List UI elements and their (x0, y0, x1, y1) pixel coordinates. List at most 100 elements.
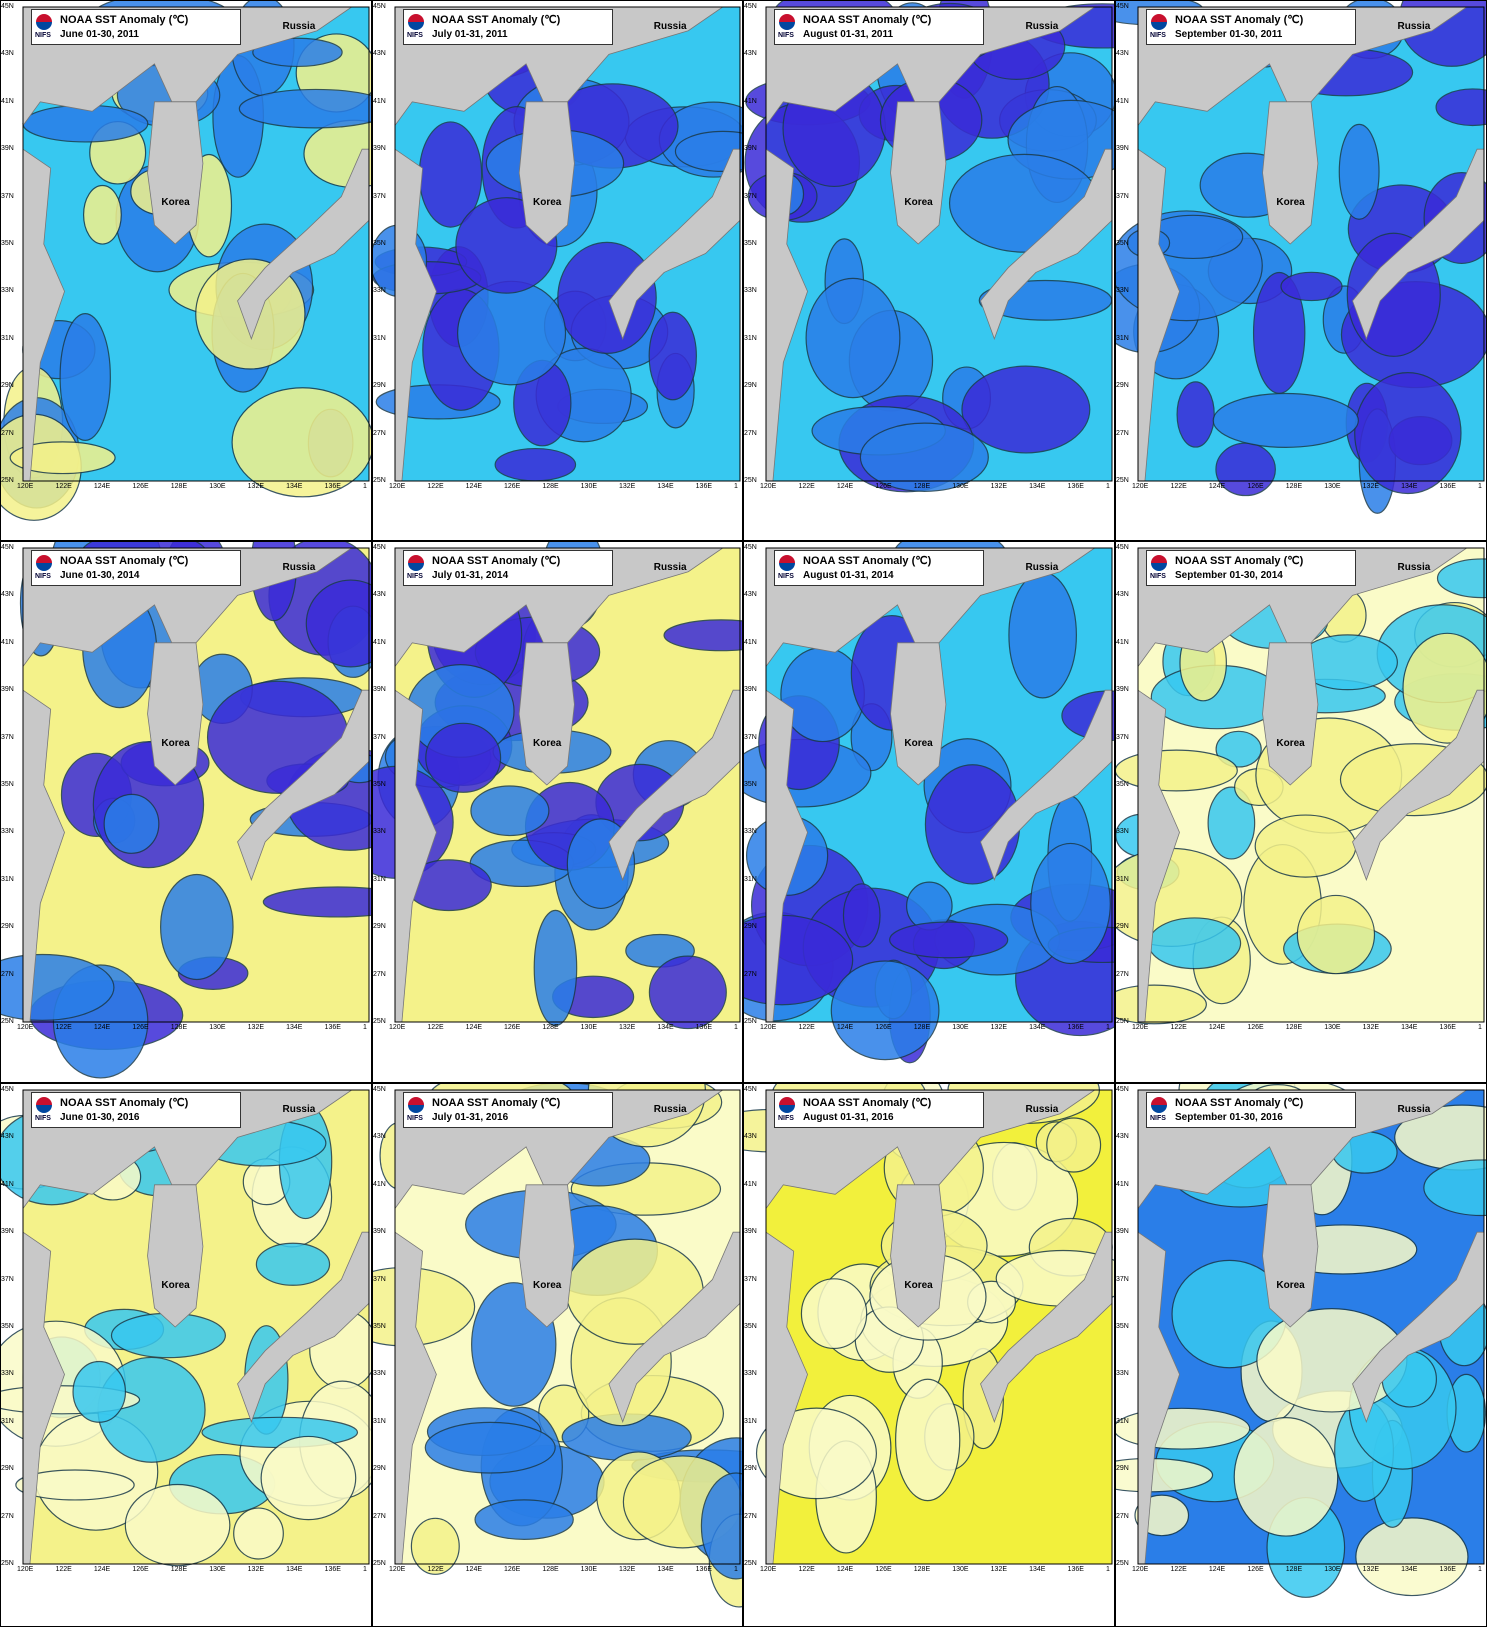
sst-panel: 45N 43N 41N 39N 37N 35N 33N 31N 29N 27N 25N 120E 122… (372, 0, 743, 541)
anomaly-patch (1116, 749, 1238, 792)
sst-panel: 45N 43N 41N 39N 37N 35N 33N 31N 29N 27N 25N 120E 122… (1115, 541, 1487, 1083)
lat-tick-label: 31N (1, 334, 14, 342)
lat-tick-label: 41N (1116, 638, 1129, 646)
lon-tick-label: 132E (247, 1024, 265, 1031)
nifs-label: NIFS (35, 32, 51, 39)
lon-tick-label: 134E (1029, 483, 1046, 490)
lat-tick-label: 33N (373, 287, 386, 295)
lat-tick-label: 29N (744, 382, 757, 390)
anomaly-patch (82, 184, 122, 245)
anomaly-patch (842, 883, 881, 948)
panel-date: June 01-30, 2011 (60, 29, 139, 40)
lon-tick-label: 124E (93, 1566, 111, 1573)
anomaly-patch (889, 921, 1009, 959)
russia-label: Russia (1025, 21, 1059, 32)
anomaly-patch (470, 785, 550, 837)
lon-tick-label: 130E (952, 483, 969, 490)
lon-tick-label: 128E (913, 1024, 931, 1031)
lon-tick-label: 132E (990, 1566, 1008, 1573)
lat-tick-label: 43N (1116, 50, 1129, 58)
lon-tick-label: 1 (363, 1024, 367, 1031)
anomaly-patch (22, 104, 149, 143)
lon-tick-label: 130E (1324, 1566, 1341, 1573)
panel-title-box: NIFS NOAA SST Anomaly (℃) July 01-31, 2016 (403, 1092, 613, 1128)
lon-tick-label: 136E (1067, 1566, 1084, 1573)
lon-tick-label: 132E (619, 1566, 636, 1573)
anomaly-patch (262, 886, 371, 918)
lat-tick-label: 27N (1116, 970, 1129, 978)
panel-title: NOAA SST Anomaly (℃) (432, 14, 561, 26)
anomaly-patch (1212, 392, 1359, 448)
lon-tick-label: 130E (1324, 1024, 1341, 1031)
anomaly-patch (1354, 371, 1462, 495)
lon-tick-label: 126E (1247, 1566, 1264, 1573)
anomaly-patch (238, 88, 371, 129)
lon-tick-label: 1 (1106, 1024, 1110, 1031)
anomaly-patch (103, 793, 160, 854)
lon-tick-label: 130E (580, 1566, 598, 1573)
nifs-logo-icon (1151, 14, 1167, 30)
russia-label: Russia (1397, 21, 1431, 32)
land-korea (147, 642, 204, 786)
lon-tick-label: 1 (1478, 1024, 1482, 1031)
anomaly-patch (410, 1517, 460, 1575)
lat-tick-label: 37N (1, 1275, 14, 1283)
lon-tick-label: 126E (875, 483, 892, 490)
korea-label: Korea (533, 196, 562, 208)
lat-tick-label: 29N (1116, 923, 1129, 931)
lat-tick-label: 25N (1, 1018, 14, 1025)
lat-tick-label: 41N (373, 97, 386, 105)
lat-tick-label: 37N (744, 733, 757, 741)
lon-tick-label: 130E (580, 483, 598, 490)
lon-tick-label: 132E (619, 483, 636, 490)
panel-title: NOAA SST Anomaly (℃) (60, 1097, 189, 1109)
lon-tick-label: 120E (389, 1024, 406, 1031)
anomaly-patch (557, 241, 657, 354)
lat-tick-label: 39N (1, 145, 14, 153)
lon-tick-label: 136E (324, 1024, 341, 1031)
lat-tick-label: 31N (744, 875, 757, 883)
lon-tick-label: 1 (363, 1566, 367, 1573)
lat-tick-label: 43N (1116, 1133, 1129, 1141)
lat-tick-label: 33N (1116, 1370, 1129, 1378)
lon-tick-label: 124E (93, 483, 111, 490)
lon-tick-label: 120E (1132, 1024, 1149, 1031)
nifs-label: NIFS (1150, 573, 1166, 580)
sst-panel: 45N 43N 41N 39N 37N 35N 33N 31N 29N 27N 25N 120E 122… (1115, 0, 1487, 541)
lat-tick-label: 35N (373, 240, 386, 247)
lat-tick-label: 39N (1, 686, 14, 694)
lon-tick-label: 122E (55, 1024, 72, 1031)
sst-map (1116, 547, 1486, 1025)
map-frame (1137, 547, 1485, 1023)
korea-label: Korea (161, 737, 190, 749)
sst-panel: 45N 43N 41N 39N 37N 35N 33N 31N 29N 27N 25N 120E 122… (0, 541, 372, 1083)
lon-tick-label: 1 (363, 483, 367, 490)
anomaly-patch (663, 619, 742, 652)
lon-tick-label: 126E (504, 483, 521, 490)
lat-tick-label: 33N (1, 1370, 14, 1378)
anomaly-patch (1280, 271, 1343, 302)
lon-tick-label: 122E (427, 1024, 444, 1031)
land-korea (890, 642, 947, 786)
anomaly-patch (1402, 632, 1486, 744)
russia-label: Russia (282, 21, 316, 32)
korea-label: Korea (533, 1279, 562, 1291)
lon-tick-label: 134E (657, 1566, 674, 1573)
anomaly-patch (424, 1421, 556, 1474)
russia-label: Russia (1025, 562, 1059, 573)
anomaly-patch (805, 277, 901, 399)
lon-tick-label: 122E (798, 483, 815, 490)
panel-date: August 01-31, 2014 (803, 570, 894, 581)
anomaly-patch (1116, 984, 1207, 1025)
lon-tick-label: 128E (170, 1566, 188, 1573)
lat-tick-label: 35N (744, 240, 757, 247)
lat-tick-label: 29N (744, 923, 757, 931)
anomaly-patch (961, 365, 1091, 454)
panel-date: August 01-31, 2016 (803, 1112, 894, 1123)
land-korea (147, 1184, 204, 1328)
panel-date: July 01-31, 2011 (432, 29, 508, 40)
lat-tick-label: 43N (373, 1133, 386, 1141)
map-frame (1137, 1089, 1485, 1565)
sst-map (744, 1084, 1114, 1565)
